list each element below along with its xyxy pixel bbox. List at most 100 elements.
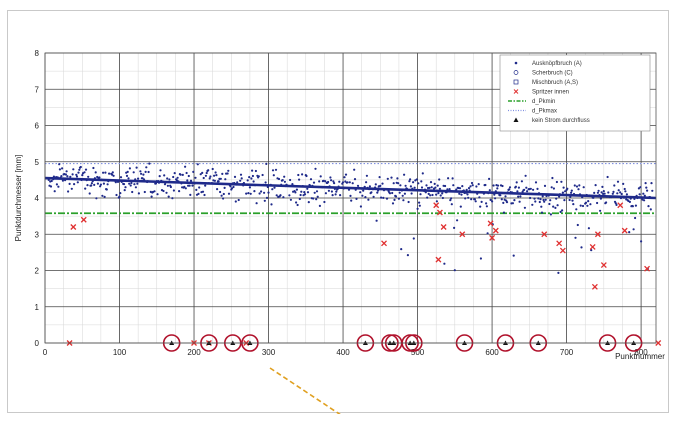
measurement-point (118, 195, 121, 198)
measurement-point (496, 187, 499, 190)
spike-marker-stroke (70, 224, 77, 230)
measurement-point (412, 237, 415, 240)
measurement-point (153, 190, 156, 193)
measurement-point (364, 196, 367, 199)
legend-label: Mischbruch (A,S) (532, 80, 578, 86)
measurement-point (399, 184, 402, 187)
measurement-point (438, 187, 441, 190)
measurement-point (137, 177, 140, 180)
measurement-point (324, 192, 327, 195)
measurement-point (611, 192, 614, 195)
measurement-point (201, 171, 204, 174)
x-tick-label: 400 (336, 348, 350, 357)
legend-label: kein Strom durchfluss (532, 118, 590, 124)
measurement-point (130, 181, 133, 185)
measurement-point (502, 211, 506, 214)
measurement-point (365, 181, 368, 184)
measurement-point (106, 183, 109, 186)
measurement-point (494, 197, 497, 200)
measurement-point (541, 195, 544, 198)
measurement-point (267, 191, 270, 194)
measurement-point (390, 176, 393, 179)
measurement-point (638, 193, 641, 196)
measurement-point (58, 168, 62, 171)
measurement-point (473, 198, 476, 201)
measurement-point (441, 192, 444, 195)
measurement-point (271, 188, 274, 191)
measurement-point (467, 187, 471, 190)
x-tick-label: 800 (634, 348, 648, 357)
measurement-point (281, 179, 284, 182)
measurement-point (331, 194, 334, 197)
measurement-point (459, 205, 462, 208)
measurement-point (158, 175, 161, 178)
measurement-point (617, 189, 620, 192)
measurement-point (145, 166, 148, 169)
measurement-point (439, 194, 442, 197)
measurement-point (283, 175, 286, 178)
measurement-point (147, 170, 150, 174)
spike-marker (591, 283, 598, 290)
measurement-point (191, 184, 194, 187)
measurement-point (255, 202, 258, 205)
measurement-point (559, 210, 562, 213)
measurement-point (562, 186, 565, 189)
measurement-point (589, 203, 592, 206)
measurement-point (427, 192, 430, 195)
legend-marker (513, 79, 519, 85)
measurement-point (368, 185, 371, 188)
measurement-point (359, 191, 362, 194)
measurement-point (563, 199, 566, 202)
measurement-point (409, 178, 412, 181)
x-axis-title: Punktnummer (615, 352, 665, 361)
measurement-point (338, 180, 341, 183)
measurement-point (517, 186, 520, 189)
measurement-point (163, 183, 167, 186)
measurement-point (518, 200, 521, 203)
measurement-point (469, 185, 472, 188)
measurement-point (597, 189, 600, 192)
spike-marker (600, 262, 607, 269)
tick-labels: 0 100 200 300 400 500 600 700 800 0 1 2 3 4 5 6 7 8 (35, 49, 649, 357)
measurement-point (642, 192, 645, 195)
spike-marker-stroke (644, 265, 651, 272)
measurement-point (220, 194, 223, 197)
legend-label: d_Pkmin (532, 99, 555, 105)
measurement-point (265, 162, 268, 165)
measurement-point (537, 197, 540, 200)
measurement-point (251, 174, 254, 178)
measurement-point (393, 198, 396, 201)
measurement-point (392, 182, 395, 185)
measurement-point (429, 181, 433, 184)
measurement-point (263, 191, 266, 194)
x-tick-label: 600 (485, 348, 499, 357)
measurement-point (141, 177, 144, 180)
measurement-point (55, 183, 59, 186)
measurement-point (313, 191, 316, 194)
measurement-point (555, 197, 558, 200)
measurement-point (374, 183, 377, 186)
measurement-point (303, 191, 306, 194)
measurement-point (554, 206, 557, 209)
measurement-point (520, 180, 524, 183)
spike-marker-stroke (655, 340, 662, 346)
spike-marker (492, 227, 499, 234)
measurement-point (172, 175, 175, 179)
measurement-point (252, 180, 255, 183)
measurement-point (194, 176, 197, 179)
spike-marker (459, 231, 466, 238)
measurement-point (415, 178, 418, 181)
measurement-point (197, 192, 200, 195)
measurement-point (650, 182, 653, 185)
measurement-point (315, 198, 318, 201)
measurement-point (103, 195, 106, 198)
measurement-point (491, 200, 494, 203)
measurement-point (112, 174, 115, 177)
measurement-point (353, 168, 356, 171)
measurement-point (523, 206, 527, 209)
measurement-point (386, 177, 389, 180)
measurement-point (420, 186, 424, 189)
measurement-point (378, 176, 381, 179)
measurement-point (318, 180, 321, 183)
measurement-point (406, 254, 409, 257)
